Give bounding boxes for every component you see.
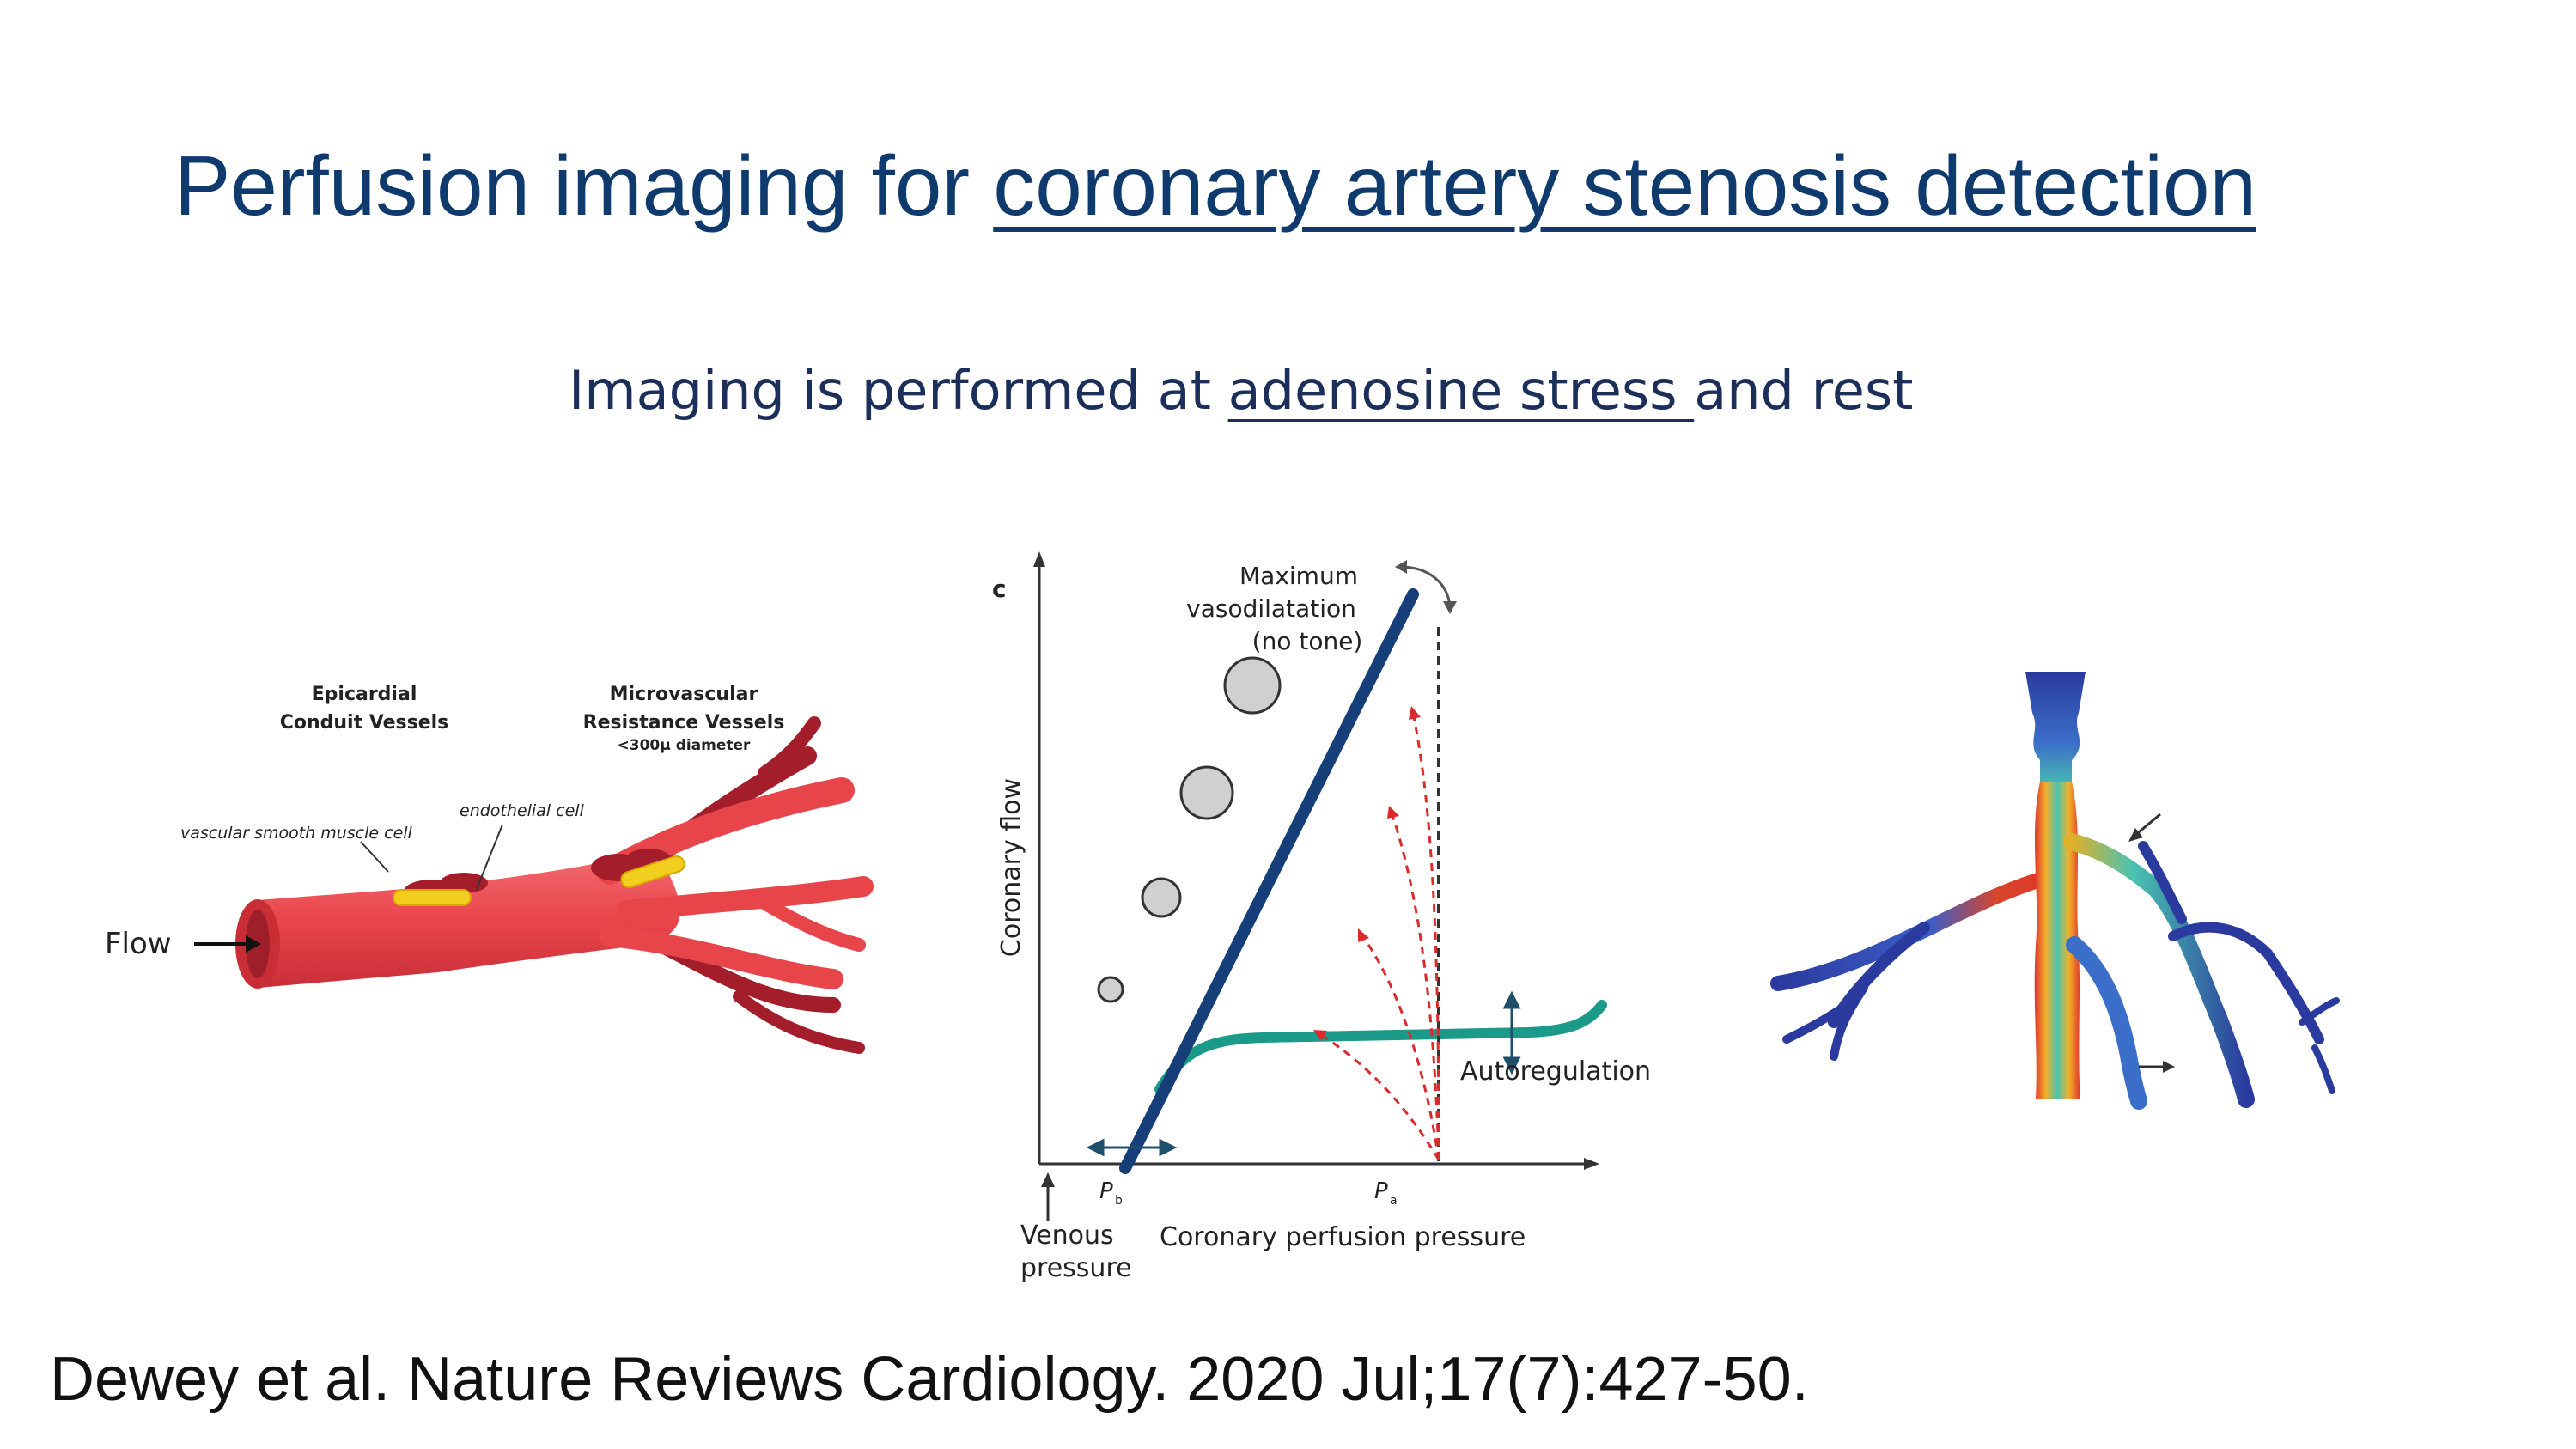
leader-lines <box>360 824 503 890</box>
red-arrowheads <box>1313 706 1421 1041</box>
label-pa-sub: a <box>1390 1194 1398 1208</box>
subtitle-end-text: and rest <box>1694 359 1914 422</box>
autoregulation-diagram: c Maximum vasodilatation (no tone) Autor… <box>992 551 1651 1283</box>
label-epicardial-2: Conduit Vessels <box>280 712 449 734</box>
label-max-2: vasodilatation <box>1186 594 1356 623</box>
label-xlabel: Coronary perfusion pressure <box>1160 1222 1526 1252</box>
label-max-3: (no tone) <box>1252 627 1363 655</box>
label-max-1: Maximum <box>1239 562 1358 590</box>
red-arrows <box>1318 712 1440 1160</box>
title-text: Perfusion imaging for <box>174 138 994 233</box>
main-trunk <box>2034 782 2080 1099</box>
left-branch <box>1770 868 2061 991</box>
coronary-flow-colormap <box>1770 672 2340 1110</box>
right-sub-branches <box>2138 841 2340 1094</box>
label-venous-1: Venous <box>1020 1221 1114 1251</box>
label-autoregulation: Autoregulation <box>1460 1056 1651 1087</box>
label-pa: P <box>1374 1178 1388 1204</box>
label-pb: P <box>1099 1178 1113 1204</box>
citation: Dewey et al. Nature Reviews Cardiology. … <box>50 1345 1809 1414</box>
label-micro-3: <300µ diameter <box>618 737 752 754</box>
right-branch <box>2063 833 2255 1108</box>
vessel-size-circles <box>1097 656 1282 1003</box>
label-pb-sub: b <box>1115 1194 1123 1208</box>
panel-letter: c <box>992 575 1007 603</box>
main-vessel <box>258 855 680 988</box>
vessel-tree-diagram: Epicardial Conduit Vessels Microvascular… <box>105 684 874 1054</box>
annotation-arrow-2 <box>2139 1061 2175 1073</box>
subtitle-text: Imaging is performed at <box>569 359 1228 422</box>
label-smooth-muscle: vascular smooth muscle cell <box>180 824 413 843</box>
label-micro-1: Microvascular <box>610 684 758 705</box>
annotation-arrow-1 <box>2128 813 2161 842</box>
autoregulation-double-arrow <box>1502 990 1521 1075</box>
venous-arrow <box>1041 1172 1055 1221</box>
inlet-segment <box>2025 672 2086 790</box>
left-sub-branches <box>1782 922 1930 1061</box>
endothelial-cells <box>393 855 685 906</box>
label-flow: Flow <box>105 927 172 961</box>
label-ylabel: Coronary flow <box>996 778 1026 957</box>
x-axis-arrowhead <box>1584 1158 1599 1170</box>
max-vasodilatation-line <box>1119 588 1419 1174</box>
rotation-arrow <box>1395 560 1457 614</box>
slide-subtitle: Imaging is performed at adenosine stress… <box>569 359 1913 422</box>
label-epicardial-1: Epicardial <box>312 684 417 705</box>
flow-arrow <box>194 935 261 953</box>
center-branch <box>2066 936 2147 1110</box>
label-venous-2: pressure <box>1020 1253 1132 1283</box>
subtitle-underlined-text: adenosine stress <box>1227 359 1695 422</box>
label-endothelial: endothelial cell <box>460 801 585 820</box>
title-underlined-text: coronary artery stenosis detection <box>993 138 2256 233</box>
y-axis-arrowhead <box>1033 551 1045 567</box>
label-micro-2: Resistance Vessels <box>583 712 785 734</box>
slide-title: Perfusion imaging for coronary artery st… <box>174 137 2256 234</box>
pb-double-arrow <box>1086 1138 1178 1157</box>
